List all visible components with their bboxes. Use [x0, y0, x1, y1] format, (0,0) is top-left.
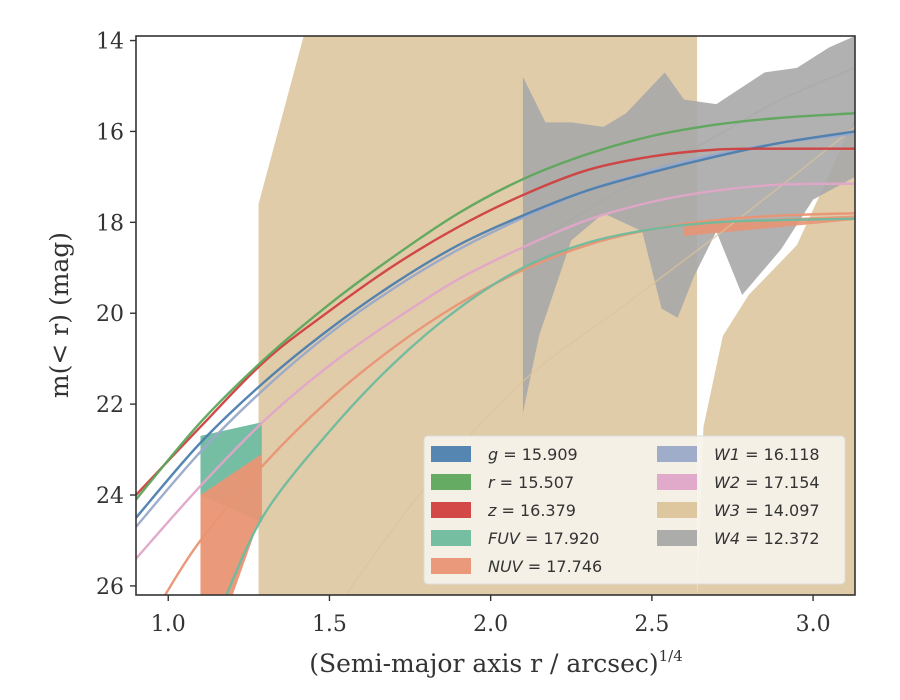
y-tick-label: 16 — [96, 120, 124, 145]
series-line-fuv — [225, 217, 855, 595]
y-tick-label: 18 — [96, 211, 124, 236]
legend-box — [423, 435, 846, 585]
series-line-w4 — [522, 67, 855, 251]
x-tick-label: 2.5 — [634, 612, 669, 637]
x-axis-title-exponent: 1/4 — [659, 647, 683, 665]
y-tick-label: 22 — [96, 393, 124, 418]
series-line-nuv — [164, 212, 855, 595]
series-line-r — [136, 112, 855, 501]
series-line-w1 — [136, 132, 855, 528]
legend-swatch-w2 — [657, 474, 697, 490]
legend-swatch-g — [431, 446, 471, 462]
legend-swatch-fuv — [431, 530, 471, 546]
y-axis-title: m(< r) (mag) — [45, 232, 74, 398]
legend-swatch-w1 — [657, 446, 697, 462]
series-line-g — [136, 130, 855, 519]
x-tick-label: 1.5 — [312, 612, 347, 637]
series-line-z — [136, 147, 855, 496]
plot-frame — [135, 35, 856, 596]
legend-label-w4: W4 = 12.372 — [714, 529, 820, 548]
legend-label-z: z = 16.379 — [487, 501, 576, 520]
x-tick-label: 3.0 — [796, 612, 831, 637]
x-axis-title-text: (Semi-major axis r / arcsec) — [309, 649, 658, 678]
x-tick-label: 1.0 — [151, 612, 186, 637]
y-tick-label: 20 — [96, 302, 124, 327]
legend-swatch-r — [431, 474, 471, 490]
legend-label-w3: W3 = 14.097 — [714, 501, 820, 520]
legend: g = 15.909 r = 15.507 z = 16.379 FUV = 17.9… — [423, 435, 846, 585]
legend-label-r: r = 15.507 — [488, 473, 574, 492]
series-lines — [136, 67, 855, 595]
legend-swatch-w4 — [657, 530, 697, 546]
x-tick-label: 2.0 — [473, 612, 508, 637]
series-line-w2 — [136, 182, 855, 560]
y-tick-label: 26 — [96, 575, 124, 600]
x-axis-ticks: 1.0 1.5 2.0 2.5 3.0 — [151, 595, 831, 637]
legend-label-w2: W2 = 17.154 — [714, 473, 820, 492]
y-axis-ticks: 14 16 18 20 22 24 26 — [96, 30, 136, 600]
legend-swatch-w3 — [657, 502, 697, 518]
legend-swatch-z — [431, 502, 471, 518]
legend-label-fuv: FUV = 17.920 — [488, 529, 599, 548]
legend-label-g: g = 15.909 — [488, 445, 578, 464]
legend-label-nuv: NUV = 17.746 — [488, 557, 602, 576]
x-axis-title: (Semi-major axis r / arcsec)1/4 — [309, 647, 683, 678]
legend-swatch-nuv — [431, 558, 471, 574]
y-tick-label: 14 — [96, 30, 124, 55]
legend-label-w1: W1 = 16.118 — [714, 445, 820, 464]
y-tick-label: 24 — [96, 484, 124, 509]
band-nuv — [200, 454, 262, 595]
